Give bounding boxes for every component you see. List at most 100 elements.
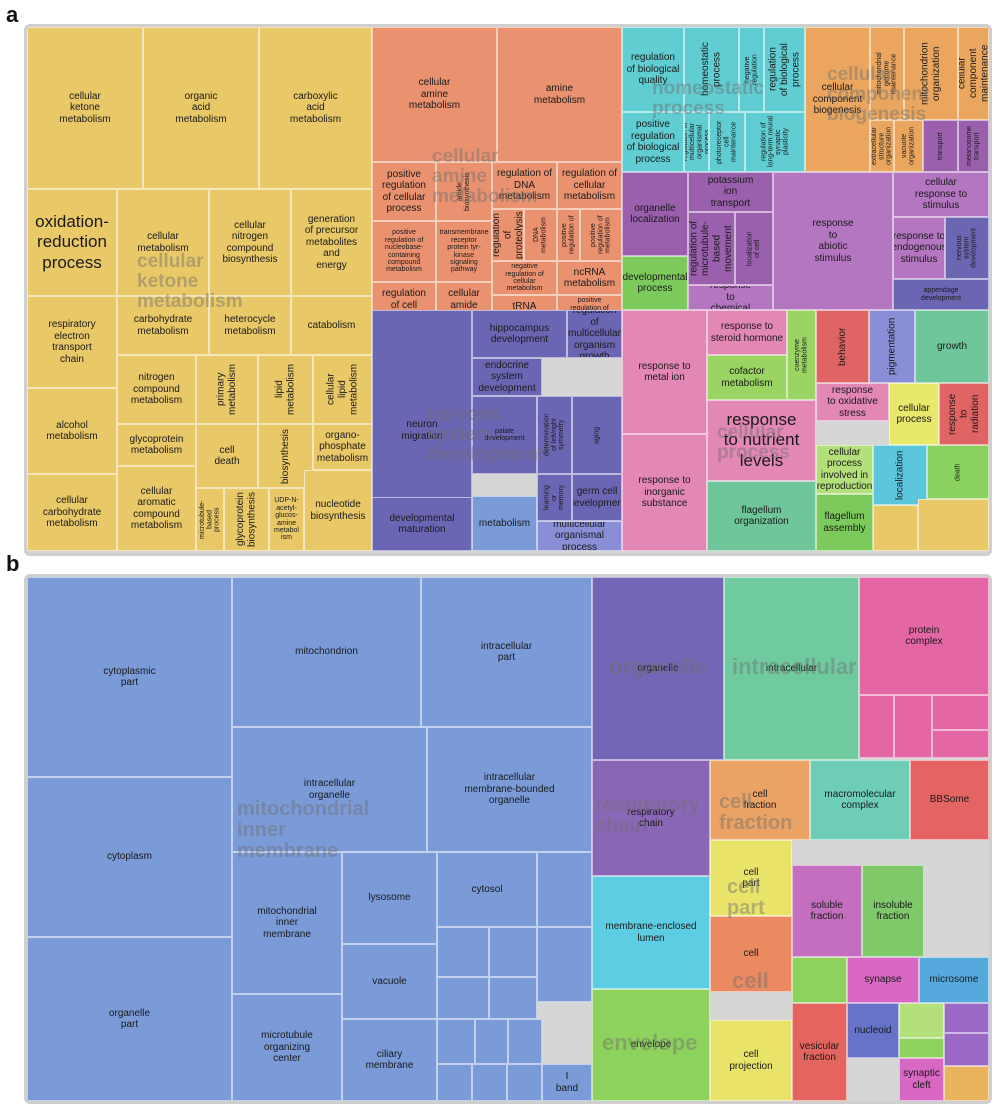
treemap-cell: positive regulation of [557,209,580,261]
treemap-cell: cellular metabolism [117,189,209,296]
treemap-cell-label: learning or memory [543,484,566,511]
treemap-cell-label: cofactor metabolism [721,366,773,389]
treemap-cell-label: multicellular organismal process [553,521,606,551]
treemap-cell-label: ciliary membrane [365,1048,414,1072]
treemap-cell: response to inorganic substance [622,434,707,551]
treemap-cell-label: microtubule organizing center [261,1030,313,1065]
treemap-cell-label: pigmentation [886,317,898,376]
treemap-cell-label: response to endogenous stimulus [893,230,945,265]
treemap-cell-label: glycoprotein metabolism [129,433,184,457]
treemap-cell: negative regulation [739,27,764,112]
treemap-cell-label: cell part [742,866,760,890]
treemap-cell-label: flagellum organization [734,504,789,528]
treemap-cell-label: transmembrane receptor protein tyr- kina… [439,229,489,274]
treemap-cell: lysosome [342,852,437,944]
treemap-cell: coenzyme metabolism [787,310,816,400]
treemap-cell: aging [572,396,622,474]
treemap-cell-label: regulation of biological process [767,43,802,96]
treemap-cell-label: cellular ketone metabolism [59,90,111,125]
treemap-cell-unlabeled [437,1019,475,1064]
treemap-cell-label: response to radiation [946,393,981,435]
treemap-cell-unlabeled [508,1019,542,1064]
treemap-cell-label: localization [894,450,906,500]
treemap-cell: metabolism [472,496,537,551]
treemap-cell: organo- phosphate metabolism [313,424,372,470]
treemap-cell: regulation of cellular metabolism [557,162,622,209]
treemap-cell: nucleotide biosynthesis [304,470,372,551]
treemap-cell-label: intracellular part [480,640,533,664]
treemap-cell: intracellular part [421,577,592,727]
treemap-cell: envelope [592,989,710,1101]
treemap-cell-unlabeled [873,505,918,551]
treemap-cell: I band [542,1064,592,1101]
treemap-cell-unlabeled [899,1038,944,1058]
treemap-cell-unlabeled [894,695,932,758]
treemap-cell: cell fraction [710,760,810,840]
treemap-cell-label: cellular lipid metabolism [325,363,360,416]
treemap-cell: response to metal ion [622,310,707,434]
treemap-cell-label: cellular process [896,402,932,426]
treemap-cell-label: soluble fraction [810,899,844,923]
treemap-cell: carboxylic acid metabolism [259,27,372,189]
treemap-cell-label: cell fraction [743,788,777,812]
treemap-cell-unlabeled [489,977,537,1019]
treemap-cell-label: response to oxidative stress [827,384,878,419]
treemap-cell: cell [710,916,792,992]
treemap-cell: death [927,445,989,499]
treemap-cell: ncRNA metabolism [557,261,622,295]
treemap-cell-label: positive regulation of biological proces… [626,119,680,165]
treemap-cell: cell death [196,424,258,488]
treemap-cell-label: respiratory chain [627,806,675,830]
treemap-cell: cellular carbohydrate metabolism [27,474,117,551]
treemap-cell: hippocampus development [472,310,567,358]
treemap-cell: negative regulation of cellular metaboli… [492,261,557,295]
treemap-cell: localization [873,445,927,505]
treemap-cell: primary metabolism [196,355,258,424]
treemap-cell-unlabeled [437,1064,472,1101]
treemap-cell-label: synaptic cleft [903,1068,940,1091]
treemap-cell-label: organelle localization [630,202,680,226]
treemap-cell-unlabeled [944,1033,989,1066]
treemap-cell: developmental maturation [372,497,472,551]
treemap-cell-label: hippocampus development [489,322,550,346]
treemap-cell: response to endogenous stimulus [893,217,945,279]
treemap-cell-label: aging [593,426,601,444]
treemap-cell: regulation of DNA metabolism [492,162,557,209]
treemap-cell: amine metabolism [497,27,622,162]
treemap-cell-label: positive regulation of cellular process [382,168,426,215]
treemap-cell-label: cytosol [471,883,503,895]
treemap-cell: cell part [710,840,792,916]
treemap-cell: cellular response to stimulus [893,172,989,217]
treemap-cell-label: negative regulation [744,54,759,85]
treemap-cell: soluble fraction [792,865,862,957]
treemap-cell-label: regulation of proteolysis [492,211,524,259]
treemap-cell-label: response to abiotic stimulus [812,218,854,264]
treemap-cell-label: regulation of microtubule- based movemen… [688,220,734,277]
treemap-cell-label: regulation of long-term neural synaptic … [760,116,790,168]
treemap-panel-a: cellular ketone metabolism organic acid m… [24,24,992,556]
treemap-cell: regulation of biological process [764,27,805,112]
treemap-cell-unlabeled [932,695,989,730]
treemap-cell: cellular process [889,383,939,445]
treemap-cell-label: mitochondrial inner membrane [257,905,317,940]
treemap-cell-label: organelle part [108,1007,151,1031]
panel-label-b: b [6,551,20,576]
treemap-cell: generation of precursor metabolites and … [291,189,372,296]
treemap-cell-label: heterocycle metabolism [224,314,276,337]
treemap-cell-label: palate development [484,427,525,442]
treemap-cell-label: nitrogen compound metabolism [130,372,183,407]
treemap-cell: oxidation- reduction process [27,189,117,296]
treemap-cell: UDP-N- acetyl- glucos- amine metabol ism [269,488,304,551]
treemap-cell-label: developmental maturation [389,512,455,536]
treemap-cell-label: vacuole [372,975,407,987]
treemap-cell-label: developmental process [622,271,688,295]
treemap-cell-label: synapse [864,974,902,986]
treemap-cell-label: cellular nitrogen compound biosynthesis [222,219,278,266]
treemap-cell-label: metabolism [478,517,531,529]
treemap-cell: cellular lipid metabolism [313,355,372,424]
treemap-cell: ciliary membrane [342,1019,437,1101]
treemap-cell: cytoplasmic part [27,577,232,777]
treemap-cell: response to abiotic stimulus [773,172,893,310]
treemap-cell-label: nucleotide biosynthesis [310,499,366,522]
treemap-cell: regulation of proteolysis [492,209,524,261]
